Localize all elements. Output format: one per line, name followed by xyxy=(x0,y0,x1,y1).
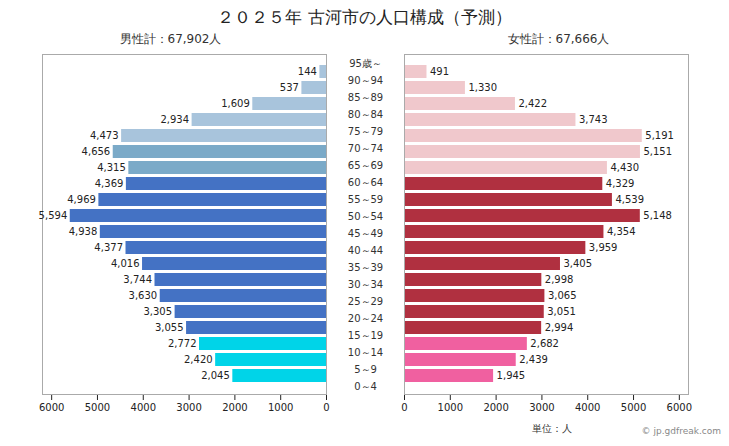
svg-text:2,422: 2,422 xyxy=(518,98,547,109)
svg-text:3,055: 3,055 xyxy=(154,322,183,333)
svg-text:2,934: 2,934 xyxy=(160,114,189,125)
html-text:男性計：67,902人: 男性計：67,902人 xyxy=(119,32,222,46)
svg-text:2000: 2000 xyxy=(222,402,247,413)
svg-text:2,682: 2,682 xyxy=(530,338,559,349)
svg-text:1,945: 1,945 xyxy=(496,370,525,381)
svg-text:95歳～: 95歳～ xyxy=(349,58,382,69)
svg-text:5,148: 5,148 xyxy=(643,210,672,221)
svg-text:144: 144 xyxy=(297,66,316,77)
svg-text:2000: 2000 xyxy=(483,402,508,413)
svg-text:4,539: 4,539 xyxy=(615,194,644,205)
svg-text:4,656: 4,656 xyxy=(81,146,110,157)
svg-text:55～59: 55～59 xyxy=(347,194,382,205)
svg-text:1000: 1000 xyxy=(437,402,462,413)
svg-text:3,405: 3,405 xyxy=(563,258,592,269)
svg-text:5000: 5000 xyxy=(84,402,109,413)
svg-text:4000: 4000 xyxy=(130,402,155,413)
svg-text:45～49: 45～49 xyxy=(347,228,382,239)
svg-text:3,305: 3,305 xyxy=(143,306,172,317)
svg-text:3,744: 3,744 xyxy=(123,274,152,285)
svg-text:35～39: 35～39 xyxy=(347,262,382,273)
svg-text:4,377: 4,377 xyxy=(94,242,123,253)
svg-text:5,191: 5,191 xyxy=(645,130,674,141)
svg-text:65～69: 65～69 xyxy=(347,160,382,171)
svg-text:2,439: 2,439 xyxy=(519,354,548,365)
svg-text:4000: 4000 xyxy=(574,402,599,413)
svg-text:60～64: 60～64 xyxy=(347,177,382,188)
svg-text:5000: 5000 xyxy=(620,402,645,413)
svg-text:4,016: 4,016 xyxy=(110,258,139,269)
svg-text:6000: 6000 xyxy=(666,402,691,413)
svg-text:10～14: 10～14 xyxy=(347,347,382,358)
svg-text:2,420: 2,420 xyxy=(184,354,213,365)
svg-text:50～54: 50～54 xyxy=(347,211,382,222)
svg-text:25～29: 25～29 xyxy=(347,296,382,307)
svg-text:0: 0 xyxy=(401,402,407,413)
svg-text:2,045: 2,045 xyxy=(201,370,230,381)
svg-text:20～24: 20～24 xyxy=(347,313,382,324)
svg-text:2,772: 2,772 xyxy=(167,338,196,349)
svg-text:2,998: 2,998 xyxy=(544,274,573,285)
svg-text:3000: 3000 xyxy=(529,402,554,413)
svg-text:4,369: 4,369 xyxy=(94,178,123,189)
svg-text:3,630: 3,630 xyxy=(128,290,157,301)
svg-text:6000: 6000 xyxy=(38,402,63,413)
svg-text:4,354: 4,354 xyxy=(606,226,635,237)
svg-text:0～4: 0～4 xyxy=(354,381,377,392)
svg-text:80～84: 80～84 xyxy=(347,109,382,120)
html-text:© jp.gdfreak.com: © jp.gdfreak.com xyxy=(641,426,721,436)
svg-text:3,959: 3,959 xyxy=(588,242,617,253)
svg-text:5,594: 5,594 xyxy=(38,210,67,221)
svg-text:5,151: 5,151 xyxy=(643,146,672,157)
html-text:単位：人: 単位：人 xyxy=(531,423,572,434)
html-text:２０２５年 古河市の人口構成（予測）: ２０２５年 古河市の人口構成（予測） xyxy=(217,7,512,27)
svg-text:90～94: 90～94 xyxy=(347,75,382,86)
svg-text:4,430: 4,430 xyxy=(610,162,639,173)
svg-text:4,329: 4,329 xyxy=(605,178,634,189)
svg-text:537: 537 xyxy=(279,82,298,93)
svg-text:15～19: 15～19 xyxy=(347,330,382,341)
svg-text:491: 491 xyxy=(429,66,448,77)
svg-text:85～89: 85～89 xyxy=(347,92,382,103)
svg-text:4,315: 4,315 xyxy=(97,162,126,173)
svg-text:4,938: 4,938 xyxy=(68,226,97,237)
svg-text:40～44: 40～44 xyxy=(347,245,382,256)
svg-text:70～74: 70～74 xyxy=(347,143,382,154)
svg-text:30～34: 30～34 xyxy=(347,279,382,290)
svg-text:3000: 3000 xyxy=(176,402,201,413)
html-text:女性計：67,666人: 女性計：67,666人 xyxy=(507,32,610,46)
svg-text:1,330: 1,330 xyxy=(468,82,497,93)
svg-text:4,969: 4,969 xyxy=(67,194,96,205)
svg-text:3,743: 3,743 xyxy=(578,114,607,125)
svg-text:75～79: 75～79 xyxy=(347,126,382,137)
svg-text:3,065: 3,065 xyxy=(547,290,576,301)
svg-text:1000: 1000 xyxy=(267,402,292,413)
svg-text:5～9: 5～9 xyxy=(354,364,377,375)
svg-text:2,994: 2,994 xyxy=(544,322,573,333)
svg-text:3,051: 3,051 xyxy=(547,306,576,317)
svg-text:1,609: 1,609 xyxy=(221,98,250,109)
svg-text:4,473: 4,473 xyxy=(89,130,118,141)
svg-text:0: 0 xyxy=(323,402,329,413)
